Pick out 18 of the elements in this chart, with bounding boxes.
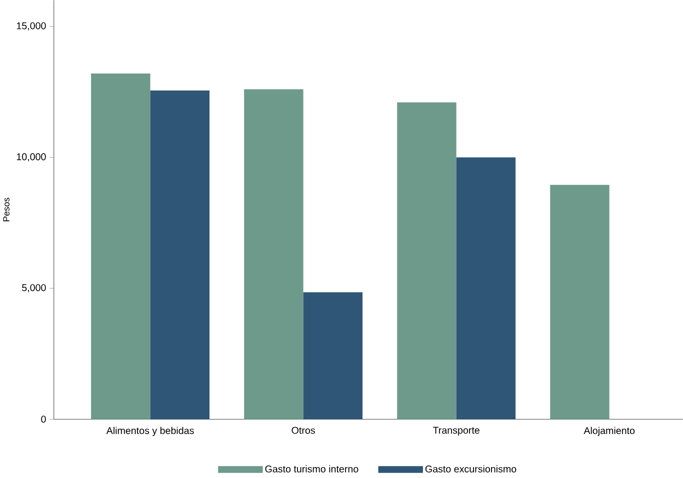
bar <box>244 89 304 420</box>
legend-label: Gasto excursionismo <box>425 465 516 473</box>
legend-label: Gasto turismo interno <box>265 465 358 473</box>
y-tick-label: 15,000 <box>16 22 46 31</box>
y-tick-label: 10,000 <box>16 153 46 162</box>
bar <box>150 90 210 420</box>
bar <box>397 102 456 420</box>
bar <box>550 184 610 420</box>
bar <box>456 157 516 420</box>
y-axis-title: Pesos <box>3 198 10 222</box>
bar <box>91 74 150 420</box>
x-tick-label: Transporte <box>432 426 480 436</box>
x-tick-label: Alimentos y bebidas <box>106 426 194 436</box>
x-tick-label: Alojamiento <box>584 426 635 436</box>
x-tick-label: Otros <box>292 426 315 434</box>
y-tick-label: 0 <box>41 416 46 423</box>
bar <box>303 292 363 420</box>
y-tick-label: 5,000 <box>22 284 46 292</box>
